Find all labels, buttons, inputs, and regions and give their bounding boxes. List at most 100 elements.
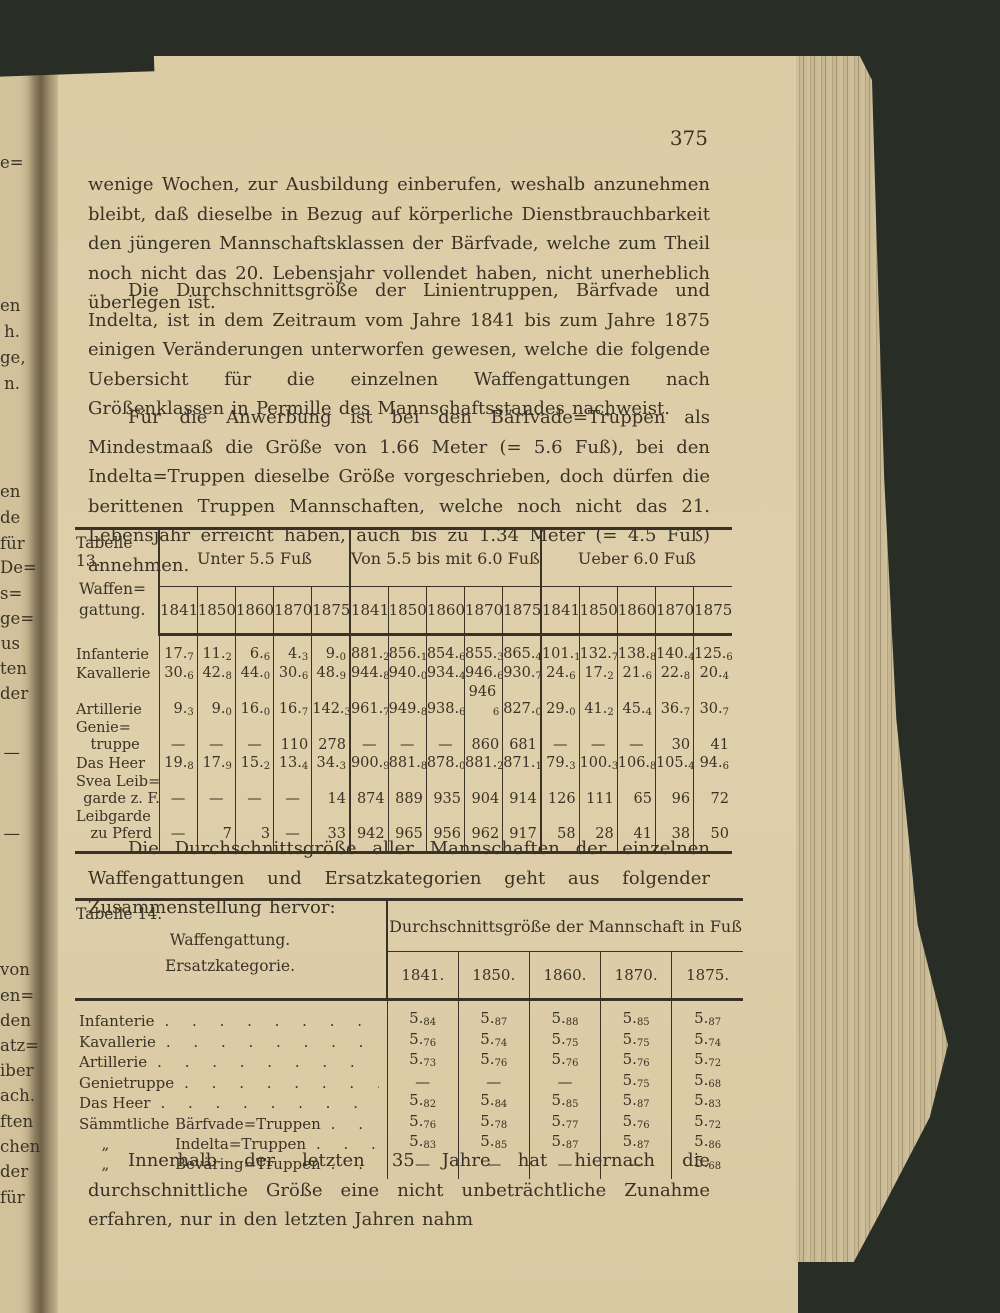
table-13-cell: 111 <box>578 774 618 809</box>
table-13-cell: 30.7 <box>693 684 732 720</box>
table-13-cell: 41.2 <box>578 684 618 720</box>
table-13-year-header: 1860 <box>425 586 465 636</box>
table-14-row-label: Infanterie <box>75 1000 387 1031</box>
table-14-cell: 5.85 <box>528 1091 601 1113</box>
table-13-cell: 34.3 <box>311 755 350 774</box>
table-14-cell: 5.87 <box>671 999 743 1031</box>
table-13-cell: 79.3 <box>539 755 580 774</box>
margin-fragment: für <box>0 1188 25 1207</box>
table-13-year-header: 1850 <box>578 586 618 636</box>
table-13-year-header: 1841 <box>158 586 198 636</box>
table-13-cell: 827.0 <box>502 684 542 720</box>
table-row: „Indelta=Truppen5.835.855.875.875.86 <box>75 1132 743 1154</box>
table-13-cell: 96 <box>654 774 694 809</box>
table-14-year-header: 1875. <box>671 951 743 1001</box>
table-row: Genietruppe———5.755.68 <box>75 1071 743 1092</box>
table-13-cell: 854.6 <box>425 634 465 665</box>
table-13-year-header: 1870 <box>273 586 312 636</box>
table-14-cell: 5.76 <box>528 1050 601 1072</box>
margin-fragment: von <box>0 960 30 979</box>
table-13-cell: 30.6 <box>273 665 312 684</box>
table-13-cell: — <box>616 720 656 755</box>
table-14-cell: 5.74 <box>671 1030 743 1051</box>
table-13-cell: 878.0 <box>425 755 466 774</box>
table-13-year-header: 1875 <box>502 586 541 636</box>
margin-fragment: — <box>3 824 21 843</box>
table-14-row-label: Das Heer <box>75 1092 387 1113</box>
table-14-cell: 5.68 <box>671 1071 743 1092</box>
margin-fragment: ach. <box>0 1086 35 1105</box>
table-13-cell: 30 <box>654 720 694 755</box>
table-13-cell: 110 <box>273 720 312 755</box>
table-13-cell: 278 <box>311 720 350 755</box>
margin-fragment: ten <box>0 659 28 678</box>
table-13-group-1: Unter 5.5 Fuß <box>158 528 350 587</box>
table-14-row-label: „ Beväring=Truppen <box>75 1154 387 1180</box>
table-13-cell: 142.3 <box>311 684 351 720</box>
table-13-cell: 30.6 <box>158 665 198 684</box>
table-13-year-header: 1870 <box>654 586 694 636</box>
table-13-cell: 105.4 <box>654 755 695 774</box>
table-13-year-header: 1841 <box>539 586 580 636</box>
table-14-cell: 5.87 <box>600 1132 672 1154</box>
table-13-cell: 72 <box>693 774 732 809</box>
table-14-row-header: Waffengattung. Ersatzkategorie. <box>76 927 384 979</box>
table-13-year-header: 1870 <box>463 586 503 636</box>
table-13-corner-cell: Tabelle 13. Waffen= gattung. <box>75 528 160 635</box>
table-13-cell: 9.0 <box>311 634 350 665</box>
table-13-cell: 126 <box>539 774 580 809</box>
table-13-cell: 4.3 <box>273 634 312 665</box>
table-14-row-label: Artillerie <box>75 1051 387 1072</box>
table-13-cell: 940.0 <box>387 665 428 684</box>
table-13-cell: 15.2 <box>234 755 274 774</box>
table-13-year-header: 1850 <box>196 586 236 636</box>
table-13-cell: 881.2 <box>348 634 390 665</box>
table-13-row-label: Svea Leib= garde z. F. <box>76 774 161 807</box>
table-13-year-header: 1850 <box>387 586 427 636</box>
table-row: Das Heer 19.8 17.9 15.2 13.4 34.3 900.9 881.8 87… <box>75 755 732 774</box>
table-14-cell: 5.82 <box>386 1091 459 1113</box>
table-13-cell: 17.7 <box>158 634 198 665</box>
table-13-year-header: 1860 <box>234 586 274 636</box>
table-13-row-label: Artillerie <box>76 702 142 718</box>
table-14-cell: — <box>528 1071 601 1092</box>
table-13-cell: 865.4 <box>502 634 542 665</box>
table-14-row-label: Kavallerie <box>75 1031 387 1052</box>
table-14-cell: — <box>457 1153 530 1179</box>
margin-fragment: en <box>0 482 21 501</box>
table-13-cell: 7 <box>196 809 236 853</box>
table-13-cell: 50 <box>693 809 732 853</box>
table-14-title: Tabelle 14. <box>76 905 163 923</box>
margin-fragment: den <box>0 1011 31 1030</box>
table-13-cell: 934.4 <box>425 665 466 684</box>
margin-fragment: s= <box>0 584 23 603</box>
table-row: Leibgarde zu Pferd —7 3—33 942 965 956 962 917 5… <box>75 809 732 853</box>
table-13-cell: 889 <box>387 774 427 809</box>
table-13-cell: 6.6 <box>234 634 274 665</box>
table-14-cell: 5.75 <box>600 1030 672 1051</box>
table-13-cell: — <box>196 720 236 755</box>
table-13-row-label: Das Heer <box>76 756 146 772</box>
table-13-year-header: 1875 <box>311 586 350 636</box>
table-14-cell: 5.84 <box>386 999 459 1031</box>
table-14-year-header: 1870. <box>600 951 672 1001</box>
table-14-row-label: Sämmtliche Bärfvade=Truppen <box>75 1113 387 1134</box>
table-13-cell: 41 <box>616 809 656 853</box>
margin-fragment: der <box>0 1162 29 1181</box>
table-13-cell: 13.4 <box>273 755 312 774</box>
table-14-year-header: 1850. <box>457 951 530 1001</box>
margin-fragment: ge, <box>0 348 26 367</box>
table-row: SämmtlicheBärfvade=Truppen5.765.785.775.… <box>75 1112 743 1134</box>
table-13-cell: — <box>348 720 389 755</box>
table-13-group-3: Ueber 6.0 Fuß <box>539 528 732 587</box>
table-14-cell: 5.78 <box>457 1112 530 1133</box>
table-13-year-header: 1875 <box>693 586 732 636</box>
margin-fragment: e= <box>0 153 24 172</box>
table-13-cell: 38 <box>654 809 694 853</box>
page-stack-edge <box>796 56 948 1262</box>
margin-fragment: atz= <box>0 1036 39 1055</box>
table-13-cell: — <box>158 774 198 809</box>
table-14-cell: 5.75 <box>600 1071 672 1092</box>
table-14-cell: 5.86 <box>671 1132 743 1154</box>
table-13-row-label: Genie= truppe <box>76 720 140 753</box>
